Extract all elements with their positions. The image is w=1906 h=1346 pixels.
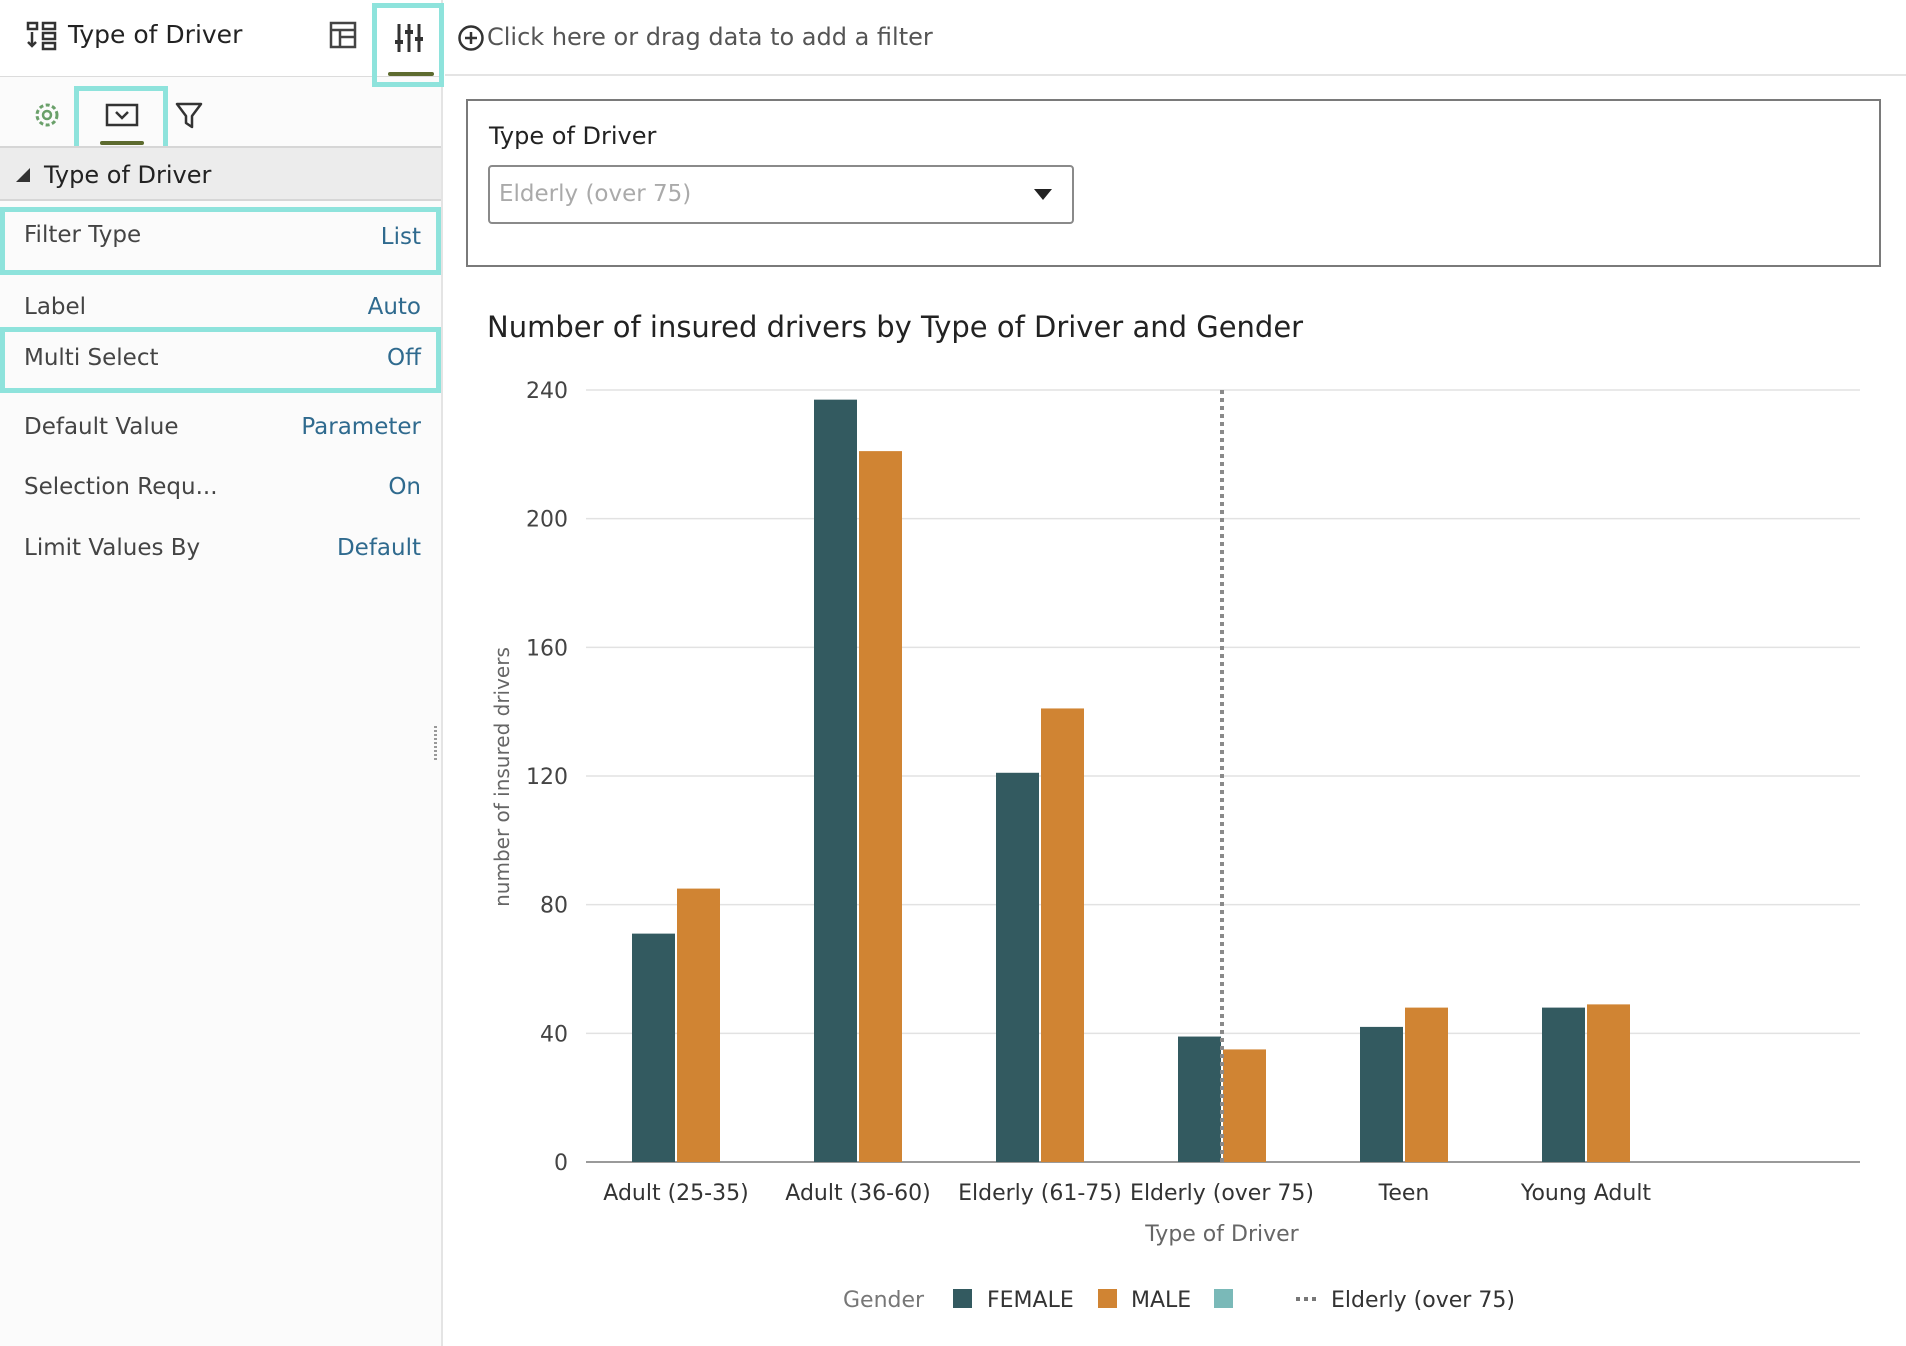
bar-female[interactable] [996, 772, 1039, 1162]
panel-resize-handle[interactable] [434, 726, 437, 760]
add-filter-icon[interactable] [457, 24, 485, 52]
property-label: Limit Values By [24, 535, 201, 561]
x-tick-label: Elderly (61-75) [958, 1181, 1122, 1206]
y-tick-label: 120 [526, 765, 568, 790]
property-row-label[interactable]: Label Auto [0, 280, 441, 340]
property-value[interactable]: Parameter [301, 414, 421, 440]
properties-tab[interactable] [372, 3, 444, 87]
bar-male[interactable] [1587, 1004, 1630, 1162]
y-tick-label: 240 [526, 379, 568, 404]
gear-icon[interactable] [32, 100, 62, 130]
x-tick-label: Young Adult [1520, 1181, 1652, 1206]
property-value[interactable]: Auto [367, 294, 421, 320]
property-row-filter-type[interactable]: Filter Type List [0, 207, 441, 275]
panel-header [0, 0, 441, 77]
legend-swatch-male[interactable] [1098, 1289, 1117, 1308]
select-value: Elderly (over 75) [499, 181, 692, 207]
bar-female[interactable] [632, 933, 675, 1162]
bar-male[interactable] [1041, 708, 1084, 1162]
y-axis-label: number of insured drivers [490, 647, 514, 907]
x-axis-label: Type of Driver [1144, 1222, 1299, 1247]
section-title: Type of Driver [44, 161, 212, 189]
filter-bar[interactable] [445, 0, 1906, 76]
panel-title: Type of Driver [68, 20, 243, 49]
property-label: Filter Type [24, 222, 142, 248]
filter-icon[interactable] [174, 100, 204, 130]
chart-title: Number of insured drivers by Type of Dri… [487, 310, 1304, 344]
property-value[interactable]: Off [387, 345, 421, 371]
bar-female[interactable] [1542, 1007, 1585, 1162]
bar-female[interactable] [1178, 1036, 1221, 1162]
x-tick-label: Adult (36-60) [785, 1181, 930, 1206]
type-of-driver-select[interactable]: Elderly (over 75) [488, 165, 1074, 224]
chart-legend[interactable]: Gender FEMALE MALE Elderly (over 75) [843, 1288, 1515, 1313]
properties-panel [0, 0, 443, 1346]
y-tick-label: 160 [526, 636, 568, 661]
bar-male[interactable] [1405, 1007, 1448, 1162]
tab-underline [388, 72, 434, 76]
legend-label-female[interactable]: FEMALE [987, 1288, 1074, 1313]
property-label: Default Value [24, 414, 179, 440]
x-tick-label: Elderly (over 75) [1130, 1181, 1314, 1206]
hierarchy-icon[interactable] [26, 20, 58, 52]
chevron-down-icon[interactable] [1034, 189, 1052, 201]
filter-control-label: Type of Driver [489, 122, 657, 150]
collapse-triangle-icon[interactable] [16, 168, 30, 182]
layout-icon[interactable] [328, 20, 358, 50]
sliders-icon [395, 24, 423, 52]
property-label: Label [24, 294, 87, 320]
bar-male[interactable] [1223, 1049, 1266, 1162]
add-filter-hint[interactable]: Click here or drag data to add a filter [487, 23, 933, 51]
property-row-multi-select[interactable]: Multi Select Off [0, 327, 441, 393]
legend-label-reference[interactable]: Elderly (over 75) [1331, 1288, 1515, 1313]
dropdown-control-icon [105, 103, 139, 127]
property-row-default-value[interactable]: Default Value Parameter [0, 400, 441, 460]
property-value[interactable]: Default [336, 535, 421, 561]
legend-label-male[interactable]: MALE [1131, 1288, 1191, 1313]
property-label: Selection Requ... [24, 474, 218, 500]
bar-male[interactable] [677, 888, 720, 1162]
property-value[interactable]: On [388, 474, 421, 500]
x-tick-label: Adult (25-35) [603, 1181, 748, 1206]
property-row-selection-required[interactable]: Selection Requ... On [0, 460, 441, 520]
x-tick-label: Teen [1378, 1181, 1430, 1206]
legend-title: Gender [843, 1288, 925, 1313]
property-row-limit-values-by[interactable]: Limit Values By Default [0, 521, 441, 581]
bar-female[interactable] [1360, 1026, 1403, 1162]
legend-swatch-other[interactable] [1214, 1289, 1233, 1308]
y-tick-label: 40 [540, 1022, 568, 1047]
property-label: Multi Select [24, 345, 159, 371]
y-tick-label: 80 [540, 894, 568, 919]
y-tick-label: 0 [554, 1151, 568, 1176]
bar-male[interactable] [859, 451, 902, 1162]
section-header-type-of-driver[interactable]: Type of Driver [0, 146, 441, 201]
property-value[interactable]: List [380, 224, 421, 250]
tab-underline [100, 141, 144, 145]
y-tick-label: 200 [526, 508, 568, 533]
legend-swatch-female[interactable] [953, 1289, 972, 1308]
bar-female[interactable] [814, 399, 857, 1162]
